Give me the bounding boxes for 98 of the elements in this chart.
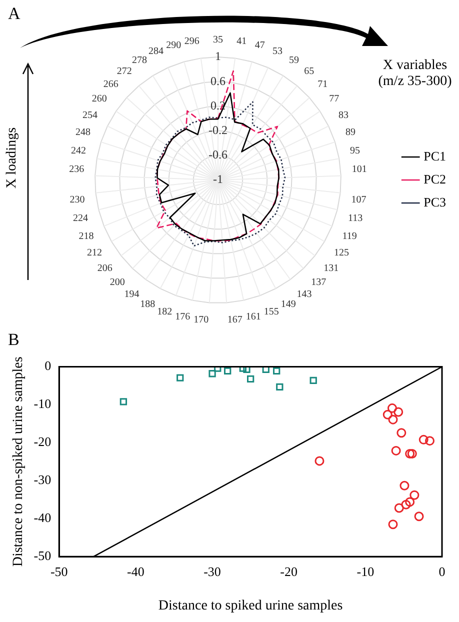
y-tick-label: -50 bbox=[34, 548, 52, 564]
point bbox=[176, 374, 184, 382]
spoke-label: 260 bbox=[92, 94, 107, 105]
spoke-label: 290 bbox=[166, 40, 182, 51]
y-tick-label: -0.2 bbox=[208, 122, 228, 137]
spoke-label: 113 bbox=[348, 213, 363, 224]
spoke-label: 194 bbox=[124, 289, 140, 300]
spoke-label: 170 bbox=[194, 314, 209, 326]
spoke-label: 77 bbox=[329, 94, 340, 105]
spoke-label: 83 bbox=[338, 110, 348, 121]
spoke-label: 230 bbox=[70, 194, 85, 206]
spoke-label: 278 bbox=[132, 54, 147, 66]
point bbox=[391, 446, 401, 456]
x-tick-label: -20 bbox=[280, 564, 298, 579]
y-tick-label: -40 bbox=[34, 510, 52, 526]
point bbox=[314, 456, 324, 466]
y-tick-label: 1 bbox=[215, 49, 221, 64]
spoke-label: 89 bbox=[345, 127, 356, 138]
legend-label: PC3 bbox=[424, 194, 446, 210]
legend-label: PC1 bbox=[424, 148, 446, 164]
spoke-label: 284 bbox=[148, 46, 164, 58]
point bbox=[214, 366, 222, 372]
spoke-label: 224 bbox=[72, 213, 88, 224]
spoke-label: 59 bbox=[289, 54, 300, 66]
spoke-label: 266 bbox=[103, 78, 118, 90]
spoke-label: 176 bbox=[175, 312, 190, 323]
spoke-label: 218 bbox=[78, 230, 94, 242]
spoke-label: 206 bbox=[97, 263, 112, 274]
spoke-label: 242 bbox=[71, 145, 86, 156]
spoke-label: 53 bbox=[272, 46, 283, 58]
point bbox=[394, 407, 404, 417]
spoke-label: 131 bbox=[324, 263, 339, 274]
y-tick-label: -20 bbox=[34, 434, 52, 450]
point bbox=[224, 367, 232, 375]
spoke-label: 149 bbox=[280, 298, 296, 310]
point bbox=[208, 370, 216, 378]
spoke-label: 248 bbox=[76, 127, 91, 138]
point bbox=[387, 403, 397, 413]
point bbox=[400, 480, 410, 490]
spoke-label: 47 bbox=[254, 40, 265, 51]
point bbox=[382, 410, 392, 420]
x-tick-label: 0 bbox=[438, 564, 446, 579]
spoke-label: 200 bbox=[110, 277, 125, 288]
point bbox=[405, 497, 415, 507]
point bbox=[273, 367, 280, 375]
x-tick-label: -10 bbox=[356, 564, 374, 579]
spoke-label: 212 bbox=[86, 248, 102, 259]
spoke-label: 137 bbox=[311, 277, 326, 288]
point bbox=[388, 414, 398, 424]
spoke-label: 71 bbox=[318, 78, 328, 90]
spoke-label: 107 bbox=[351, 194, 366, 206]
x-tick-label: -50 bbox=[50, 564, 68, 579]
text: X variables (m/z 35-300) bbox=[377, 58, 453, 90]
spoke-label: 101 bbox=[352, 164, 367, 175]
point bbox=[394, 503, 404, 513]
spoke-label: 272 bbox=[116, 66, 132, 77]
y-tick-label: -30 bbox=[34, 472, 52, 488]
spoke-label: 155 bbox=[264, 306, 279, 318]
point bbox=[414, 512, 424, 522]
spoke-label: 236 bbox=[69, 164, 84, 175]
y-axis-title: Distance to non-spiked urine samples bbox=[11, 356, 26, 567]
y-tick-label: 0 bbox=[44, 358, 52, 374]
text: A bbox=[8, 4, 20, 24]
point bbox=[239, 366, 246, 372]
point bbox=[246, 375, 254, 383]
spoke-label: 254 bbox=[82, 110, 98, 121]
point bbox=[396, 428, 406, 438]
spoke-label: 35 bbox=[213, 34, 223, 46]
point bbox=[276, 383, 284, 390]
spoke-label: 161 bbox=[246, 312, 261, 323]
spoke-label: 167 bbox=[227, 314, 242, 326]
spoke-label: 125 bbox=[334, 248, 350, 259]
y-tick-label: -10 bbox=[34, 396, 52, 412]
spoke-label: 65 bbox=[304, 66, 314, 77]
x-tick-label: -40 bbox=[127, 564, 144, 579]
point bbox=[310, 376, 317, 384]
y-tick-label: 0.6 bbox=[210, 74, 226, 88]
point bbox=[425, 436, 434, 446]
spoke-label: 188 bbox=[140, 298, 156, 310]
legend-label: PC2 bbox=[424, 171, 446, 186]
point bbox=[410, 490, 420, 500]
point bbox=[401, 500, 411, 510]
point bbox=[243, 366, 250, 374]
text: B bbox=[8, 330, 20, 350]
point bbox=[262, 366, 270, 374]
spoke-label: 41 bbox=[236, 36, 247, 47]
point bbox=[418, 434, 428, 444]
x-axis-title: Distance to spiked urine samples bbox=[158, 598, 343, 614]
text: X loadings bbox=[4, 127, 21, 189]
spoke-label: 119 bbox=[342, 230, 357, 242]
spoke-label: 95 bbox=[350, 145, 360, 156]
y-tick-label: -0.6 bbox=[208, 148, 228, 162]
spoke-label: 143 bbox=[296, 289, 312, 300]
y-tick-label: -1 bbox=[213, 172, 223, 186]
point bbox=[120, 398, 128, 406]
spoke-label: 296 bbox=[184, 36, 200, 47]
spoke-label: 182 bbox=[157, 306, 172, 318]
point bbox=[388, 520, 398, 530]
